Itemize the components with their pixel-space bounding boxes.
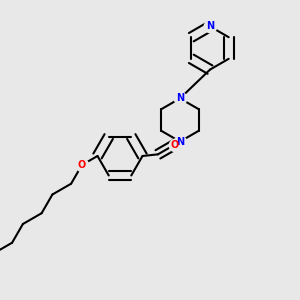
Text: O: O (78, 160, 86, 170)
Text: O: O (171, 140, 179, 150)
Text: N: N (206, 21, 214, 32)
Text: N: N (176, 93, 184, 103)
Text: N: N (176, 136, 184, 147)
